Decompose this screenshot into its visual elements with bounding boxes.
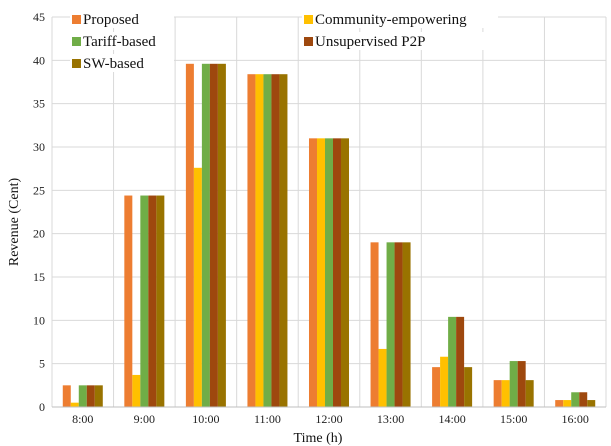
y-tick-label: 30 bbox=[33, 140, 45, 154]
bar bbox=[378, 348, 387, 407]
bar bbox=[394, 242, 403, 407]
legend-label: Unsupervised P2P bbox=[315, 34, 425, 50]
x-tick-label: 15:00 bbox=[500, 412, 527, 426]
bar bbox=[217, 63, 226, 408]
bar bbox=[333, 138, 342, 408]
x-tick-label: 16:00 bbox=[562, 412, 589, 426]
legend-swatch bbox=[72, 37, 81, 46]
x-tick-label: 8:00 bbox=[72, 412, 93, 426]
bar bbox=[263, 74, 272, 407]
y-tick-label: 20 bbox=[33, 227, 45, 241]
y-tick-label: 40 bbox=[33, 53, 45, 67]
y-tick-label: 5 bbox=[39, 357, 45, 371]
bar bbox=[78, 385, 87, 407]
x-tick-label: 13:00 bbox=[377, 412, 404, 426]
bar bbox=[456, 316, 465, 407]
legend-background bbox=[302, 10, 498, 28]
bar bbox=[509, 361, 518, 407]
x-tick-label: 10:00 bbox=[192, 412, 219, 426]
bar bbox=[493, 380, 502, 407]
bar bbox=[156, 195, 165, 407]
legend-background bbox=[70, 10, 174, 28]
y-axis-label: Revenue (Cent) bbox=[7, 178, 22, 267]
bar bbox=[448, 316, 457, 407]
bar bbox=[209, 63, 218, 408]
legend-swatch bbox=[72, 59, 81, 68]
bar bbox=[316, 138, 325, 408]
bar bbox=[132, 374, 141, 407]
bar bbox=[255, 74, 264, 407]
x-tick-label: 11:00 bbox=[254, 412, 281, 426]
bar bbox=[501, 380, 510, 407]
bar bbox=[563, 400, 572, 407]
y-tick-label: 25 bbox=[33, 183, 45, 197]
legend-swatch bbox=[304, 15, 313, 24]
bar bbox=[193, 167, 202, 407]
bar bbox=[324, 138, 334, 408]
bar bbox=[148, 195, 157, 407]
bar bbox=[386, 242, 395, 407]
bar bbox=[525, 380, 534, 407]
bars bbox=[62, 63, 596, 408]
legend-swatch bbox=[304, 37, 313, 46]
y-tick-label: 15 bbox=[33, 270, 45, 284]
bar bbox=[201, 63, 210, 408]
bar bbox=[94, 385, 103, 407]
legend-label: SW-based bbox=[83, 56, 144, 72]
axes: 0 5 10 15 20 25 30 35 40 45 8:00 9:00 10:00 11:00 12:0… bbox=[33, 10, 606, 426]
y-tick-label: 45 bbox=[33, 10, 45, 24]
legend-swatch bbox=[72, 15, 81, 24]
legend-label: Tariff-based bbox=[83, 34, 156, 50]
x-tick-label: 12:00 bbox=[315, 412, 342, 426]
x-axis-label: Time (h) bbox=[294, 431, 343, 446]
bar bbox=[571, 392, 580, 407]
legend-label: Community-empowering bbox=[315, 12, 467, 28]
bar bbox=[271, 74, 280, 407]
bar bbox=[440, 356, 449, 407]
bar bbox=[341, 138, 350, 408]
bar bbox=[185, 63, 194, 408]
bar bbox=[464, 367, 473, 407]
bar bbox=[579, 392, 588, 407]
legend: Proposed Community-empowering Tariff-based… bbox=[70, 10, 498, 72]
y-tick-label: 0 bbox=[39, 400, 45, 414]
bar bbox=[247, 74, 256, 407]
bar bbox=[432, 367, 441, 407]
bar bbox=[70, 402, 79, 407]
bar bbox=[370, 242, 379, 407]
legend-background bbox=[70, 54, 174, 72]
bar bbox=[517, 361, 526, 407]
y-tick-label: 10 bbox=[33, 313, 45, 327]
legend-background bbox=[70, 32, 174, 50]
x-tick-label: 14:00 bbox=[438, 412, 465, 426]
bar bbox=[140, 195, 149, 407]
bar bbox=[308, 138, 317, 408]
bar bbox=[402, 242, 411, 407]
bar bbox=[86, 385, 95, 407]
bar bbox=[124, 195, 133, 407]
bar bbox=[279, 74, 288, 407]
bar bbox=[587, 400, 596, 407]
y-tick-label: 35 bbox=[33, 97, 45, 111]
bar bbox=[555, 400, 564, 407]
x-tick-label: 9:00 bbox=[134, 412, 155, 426]
bar bbox=[62, 385, 71, 407]
legend-label: Proposed bbox=[83, 12, 139, 28]
legend-background bbox=[302, 32, 498, 50]
